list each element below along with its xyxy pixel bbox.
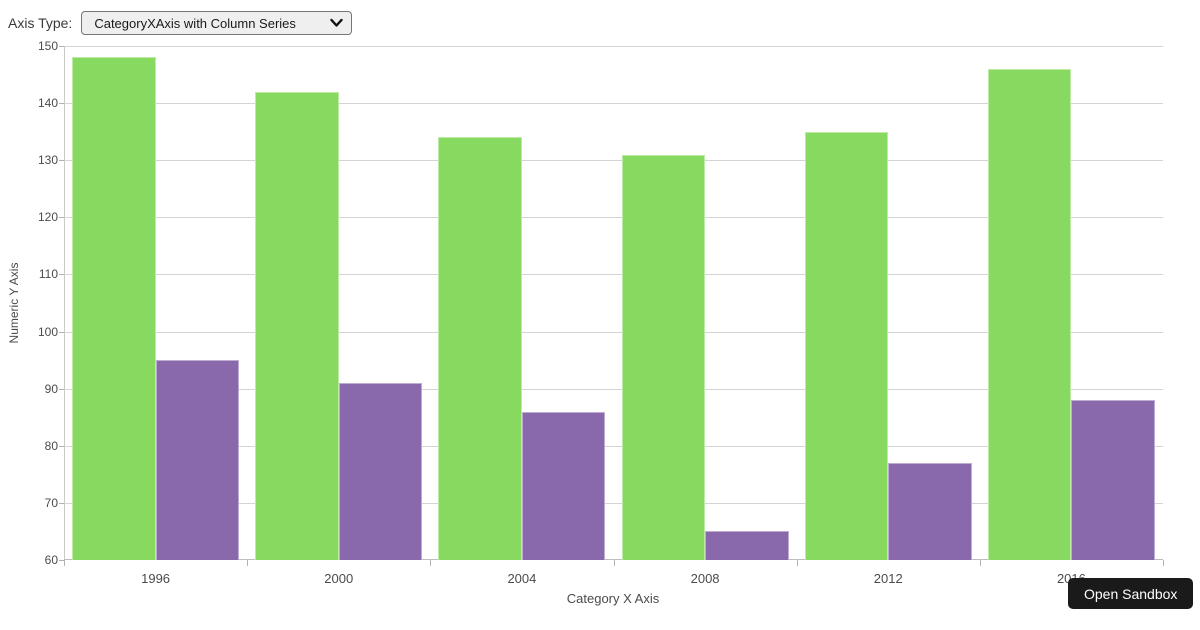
x-axis-tick [64,560,65,566]
x-axis-tick-label: 2008 [690,571,720,586]
y-axis-tick [59,46,64,47]
y-axis-tick [59,217,64,219]
bar-2004-series2[interactable] [521,411,606,560]
bar-2008-series1[interactable] [621,154,706,560]
bar-2016-series2[interactable] [1071,400,1155,560]
y-gridline [64,331,1163,333]
open-sandbox-button[interactable]: Open Sandbox [1068,578,1194,609]
bar-2000-series1[interactable] [255,91,339,560]
axis-type-control: Axis Type: CategoryXAxis with Column Ser… [8,10,353,36]
y-axis-tick-label: 100 [37,324,58,339]
x-axis-tick [1163,560,1164,566]
x-axis-tick [979,560,981,566]
bar-2004-series1[interactable] [438,137,522,560]
y-gridline [64,445,1163,447]
y-axis-tick-label: 120 [37,210,58,225]
axis-type-label: Axis Type: [8,15,73,31]
y-axis-tick-label: 80 [44,438,58,453]
x-axis-tick-label: 2004 [507,571,537,586]
y-axis-tick-label: 70 [44,495,58,510]
y-axis-tick-label: 150 [37,39,58,53]
y-gridline [64,103,1163,105]
axis-type-select-wrap: CategoryXAxis with Column Series [81,11,353,35]
bar-2012-series1[interactable] [804,131,889,560]
x-axis-title: Category X Axis [566,591,660,606]
bar-2012-series2[interactable] [888,462,972,560]
y-axis-tick [59,331,64,333]
bar-2008-series2[interactable] [705,531,789,560]
y-axis-tick-label: 110 [38,267,58,282]
y-axis-tick-label: 140 [37,96,58,111]
y-axis-tick [59,445,64,447]
x-axis-tick-label: 1996 [141,571,171,586]
y-gridline [64,388,1163,390]
bar-2016-series1[interactable] [987,68,1072,560]
y-axis-tick-label: 130 [37,153,58,168]
y-axis-tick [59,160,64,162]
y-axis-tick [59,502,64,504]
axis-type-select[interactable]: CategoryXAxis with Column Series [81,11,353,35]
bar-1996-series1[interactable] [72,57,156,560]
x-axis-tick [247,560,249,566]
y-gridline [64,46,1163,47]
y-gridline [64,274,1163,276]
y-axis-line [64,46,65,560]
plot-area: 60 70 80 90 100 110 120 130 140 150 1996 2000 2004 20… [38,39,1164,586]
y-gridline [64,502,1163,504]
x-axis-tick [430,560,432,566]
y-gridline [64,217,1163,219]
bar-1996-series2[interactable] [155,360,240,560]
y-axis-tick [59,560,64,561]
x-axis-tick [613,560,615,566]
x-axis-tick [796,560,798,566]
x-axis-tick-label: 2000 [324,571,354,586]
y-axis-tick [59,274,64,276]
y-axis-tick [59,103,64,105]
x-axis-line [64,559,1163,560]
x-axis-tick-label: 2012 [873,571,903,586]
bar-2000-series2[interactable] [338,382,423,560]
y-axis-tick-label: 90 [44,381,58,396]
y-axis-tick-label: 60 [44,553,58,567]
y-gridline [64,160,1163,162]
y-axis-tick [59,388,64,390]
